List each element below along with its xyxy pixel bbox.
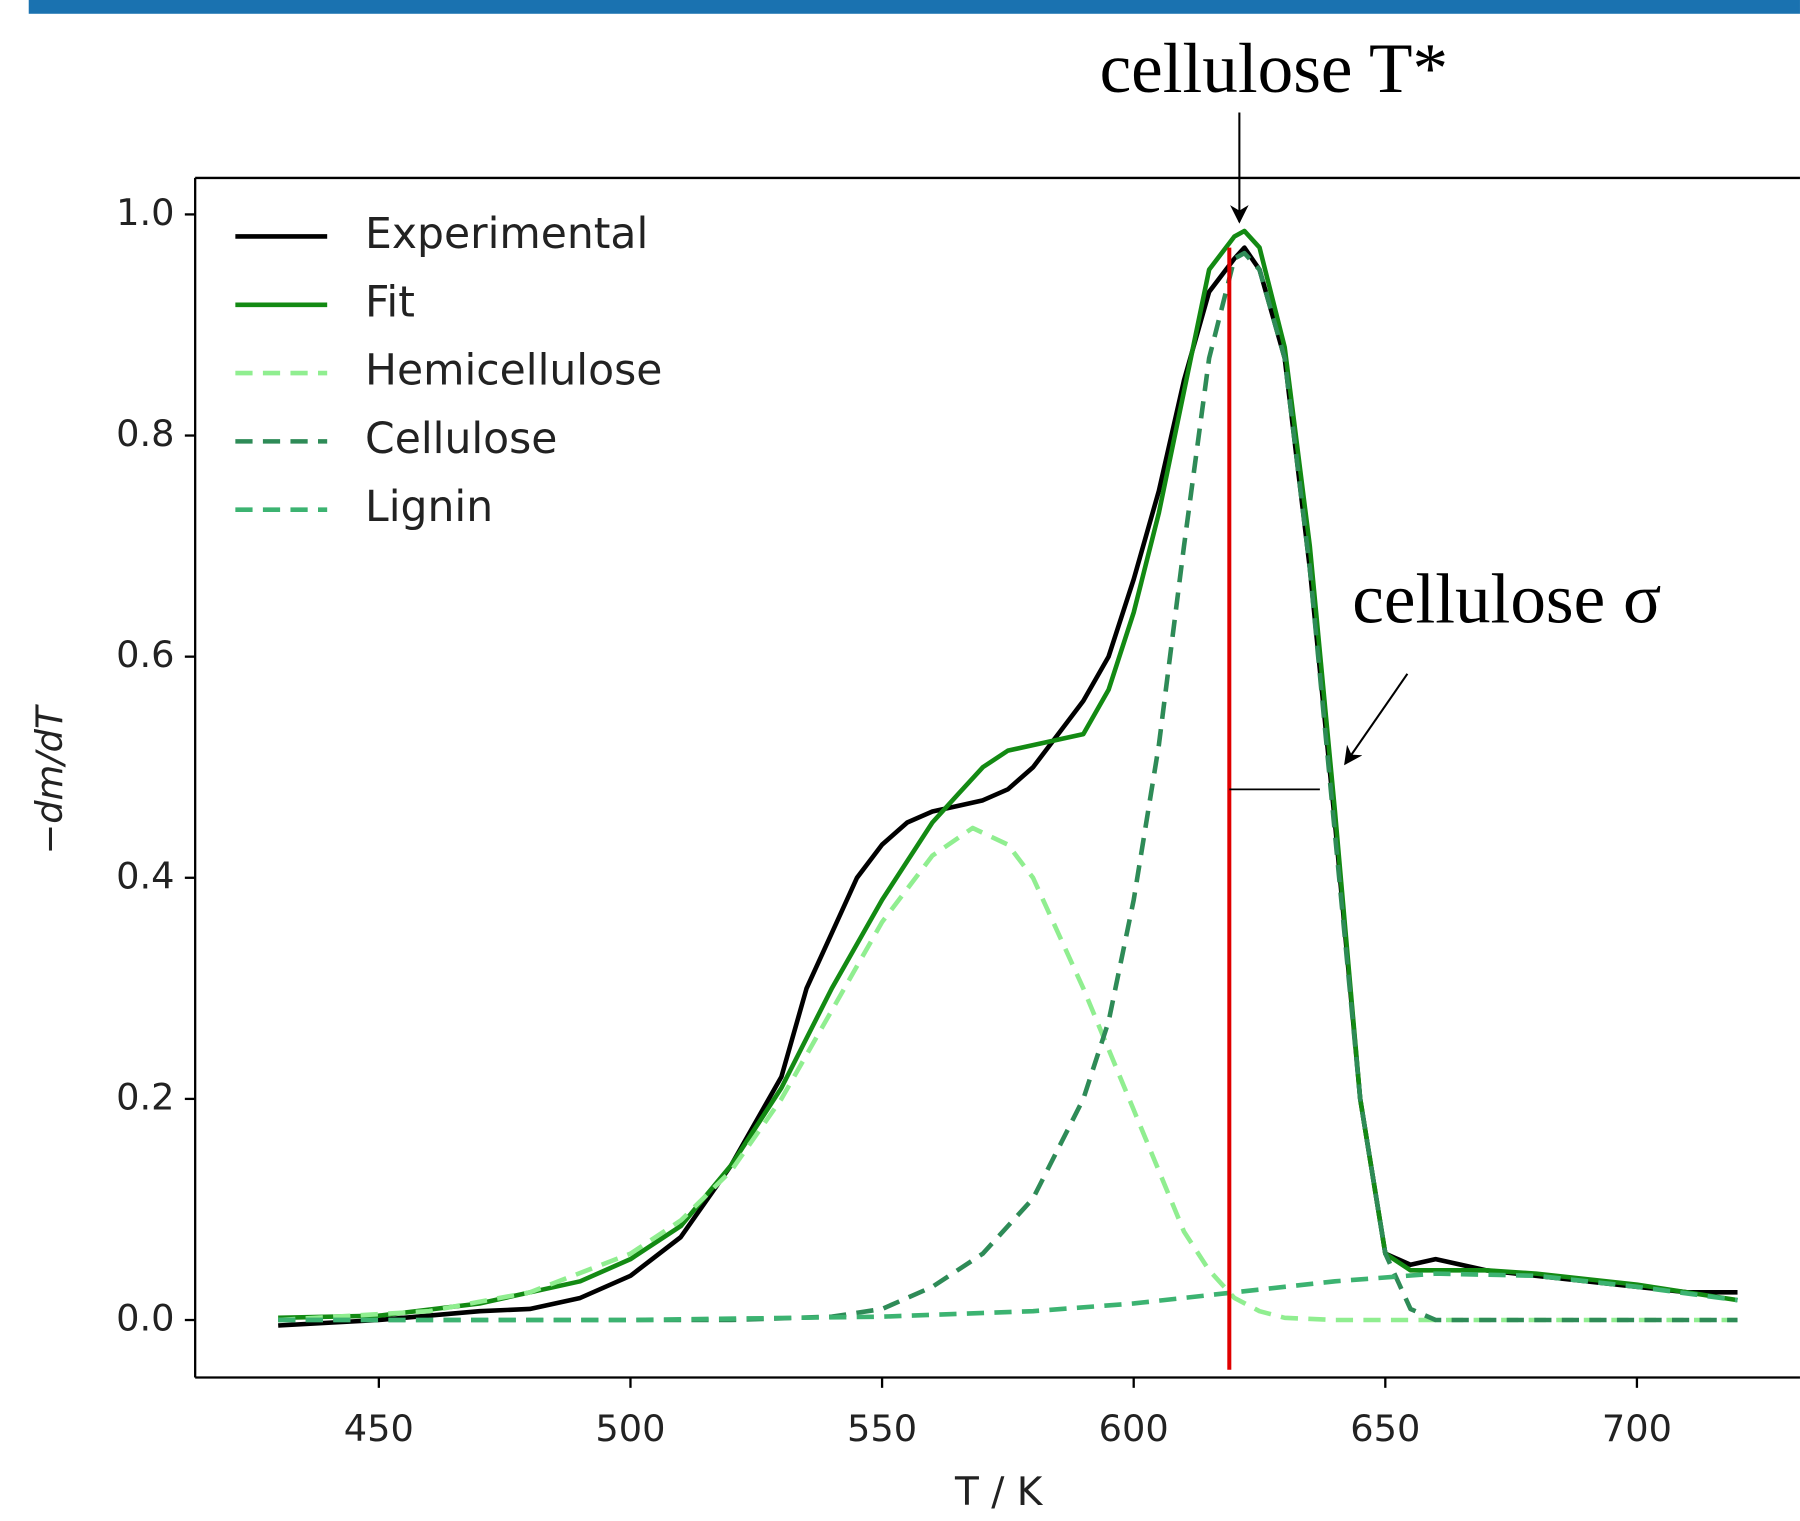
x-tick-label: 550: [847, 1407, 917, 1450]
y-tick-label: 0.2: [116, 1075, 174, 1118]
legend-label: Experimental: [365, 210, 648, 259]
series-line: [278, 250, 1738, 1323]
legend-label: Cellulose: [365, 415, 557, 464]
x-axis-label: T / K: [954, 1470, 1044, 1515]
y-tick-label: 1.0: [116, 191, 174, 234]
x-tick-label: 500: [595, 1407, 665, 1450]
y-axis-label: −dm/dT: [28, 704, 71, 855]
legend-label: Hemicellulose: [365, 347, 662, 396]
series-line: [278, 825, 1738, 1323]
x-tick-label: 700: [1602, 1407, 1672, 1450]
annotation: cellulose σ: [1352, 560, 1661, 638]
annotation: cellulose T*: [1100, 30, 1448, 108]
y-tick-label: 0.4: [116, 854, 174, 897]
x-tick-label: 650: [1350, 1407, 1420, 1450]
legend-label: Lignin: [365, 483, 493, 532]
annotation-arrow: [1344, 673, 1409, 766]
top-banner: [28, 0, 1800, 14]
series-line: [278, 245, 1738, 1328]
y-tick-label: 0.8: [116, 412, 174, 455]
y-tick-label: 0.6: [116, 633, 174, 676]
y-tick-label: 0.0: [116, 1297, 174, 1340]
x-tick-label: 600: [1099, 1407, 1169, 1450]
x-tick-label: 450: [344, 1407, 414, 1450]
series-line: [278, 228, 1738, 1321]
legend-label: Fit: [365, 278, 415, 327]
